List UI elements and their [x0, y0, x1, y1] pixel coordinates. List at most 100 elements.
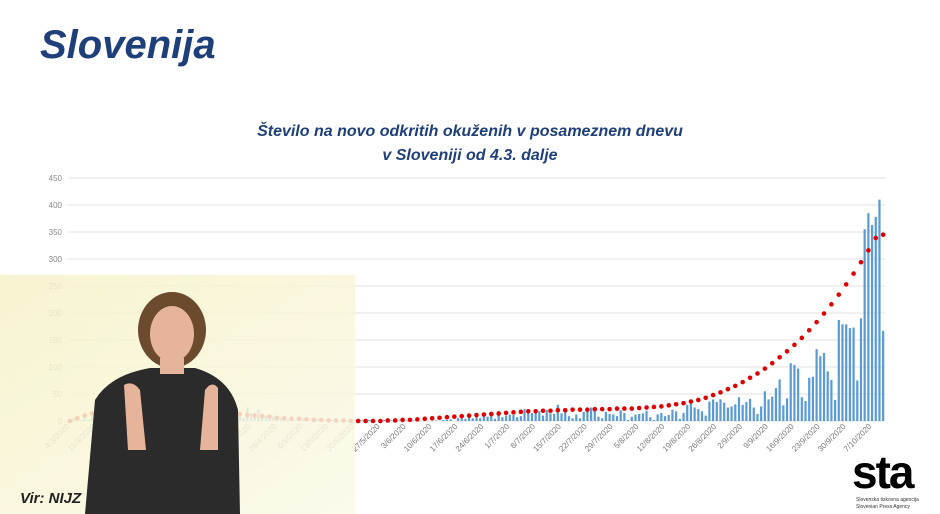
bar — [815, 349, 818, 421]
bar — [800, 397, 803, 421]
bar — [745, 402, 748, 421]
bar — [789, 363, 792, 421]
trend-dot — [481, 412, 487, 417]
bar — [360, 420, 364, 421]
bar — [578, 418, 582, 421]
trend-dot — [562, 407, 568, 413]
trend-dot — [696, 397, 701, 403]
bar — [715, 402, 718, 421]
trend-dot — [718, 390, 723, 395]
bar — [793, 364, 796, 421]
bar — [682, 412, 685, 421]
trend-dot — [851, 271, 856, 276]
bar — [652, 419, 656, 421]
signer-face — [150, 306, 194, 362]
trend-dot — [548, 408, 553, 414]
bar — [845, 324, 848, 421]
trend-dot — [614, 406, 620, 411]
trend-dot — [755, 371, 760, 376]
bar — [641, 413, 644, 421]
trend-dot — [747, 375, 753, 381]
trend-dot — [518, 409, 524, 415]
bar — [808, 377, 811, 421]
bar — [693, 407, 696, 421]
trend-dot — [814, 319, 819, 325]
bar — [368, 419, 371, 421]
trend-dot — [378, 418, 383, 424]
bar — [497, 411, 500, 421]
trend-dot — [422, 416, 428, 422]
trend-dot — [777, 354, 782, 360]
trend-dot — [880, 232, 886, 237]
bar — [412, 420, 415, 421]
bar — [704, 415, 707, 421]
bar — [486, 416, 489, 421]
bar — [571, 418, 574, 421]
bar — [626, 419, 630, 421]
bar — [826, 371, 829, 421]
bar — [859, 318, 863, 421]
bar — [390, 420, 393, 421]
chart-title: Število na novo odkritih okuženih v posa… — [257, 121, 683, 140]
signer-hand — [124, 383, 146, 450]
bar — [771, 396, 774, 421]
bar — [874, 216, 877, 421]
bar — [830, 379, 833, 421]
bar — [508, 414, 511, 421]
bar — [686, 404, 689, 421]
trend-dot — [577, 407, 583, 412]
bar — [449, 419, 452, 421]
bar — [837, 320, 840, 421]
bar — [405, 420, 408, 421]
trend-dot — [415, 417, 420, 422]
bar — [741, 404, 744, 421]
bar — [797, 368, 800, 421]
bar — [867, 213, 870, 421]
bar — [785, 398, 789, 421]
bar — [848, 328, 851, 421]
trend-dot — [673, 401, 679, 407]
trend-dot — [799, 335, 805, 341]
bar — [434, 420, 437, 421]
bar — [516, 417, 519, 421]
bar — [445, 419, 449, 421]
trend-dot — [555, 407, 561, 413]
trend-dot — [355, 418, 361, 424]
bar — [382, 419, 386, 421]
logo-line: Slovenska tiskovna agencija — [856, 497, 919, 503]
trend-dot — [651, 404, 657, 410]
bar — [811, 376, 815, 421]
trend-dot — [644, 405, 649, 410]
page-title: Slovenija — [40, 23, 216, 67]
bar — [530, 412, 534, 421]
bar — [482, 416, 486, 421]
bar — [675, 411, 678, 421]
bar — [471, 418, 474, 421]
bar — [504, 415, 508, 421]
bar — [656, 414, 659, 421]
trend-dot — [511, 410, 516, 415]
bar — [541, 415, 545, 421]
signer-neck — [160, 358, 184, 374]
trend-dot — [858, 259, 864, 265]
trend-dot — [503, 410, 509, 416]
bar — [649, 417, 652, 421]
trend-dot — [599, 406, 605, 412]
trend-dot — [385, 418, 391, 423]
bar — [630, 416, 633, 421]
bar — [549, 413, 552, 421]
bar — [822, 352, 826, 421]
bar — [456, 418, 460, 421]
trend-dot — [762, 366, 768, 371]
bar — [760, 406, 763, 421]
trend-dot — [622, 406, 627, 411]
trend-dot — [836, 292, 842, 297]
trend-dot — [732, 383, 738, 389]
bar — [523, 409, 526, 421]
bar — [615, 416, 619, 421]
trend-dot — [636, 405, 642, 411]
bar — [512, 415, 515, 421]
trend-dot — [829, 302, 834, 307]
trend-dot — [792, 342, 797, 348]
trend-dot — [784, 349, 790, 354]
